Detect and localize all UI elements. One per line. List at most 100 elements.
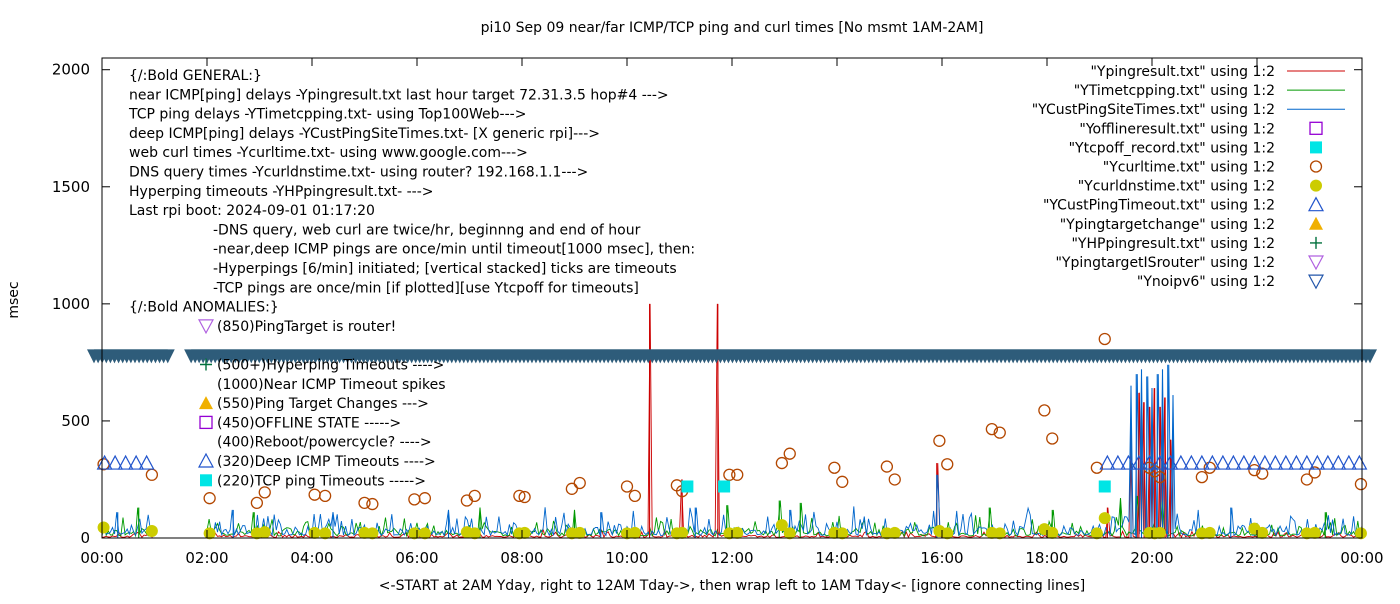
ytcpoff-record-txt-point-2 (1098, 480, 1111, 493)
x-tick-label-2: 04:00 (290, 549, 333, 567)
legend-label-0: "Ypingresult.txt" using 1:2 (1090, 64, 1275, 80)
ycurldnstime-txt-point-1 (145, 524, 158, 537)
y-tick-label-4: 2000 (52, 61, 90, 79)
anomaly-marker-6 (197, 452, 215, 468)
ynoipv6-marker-run-1 (184, 349, 1377, 364)
ycurltime-txt-point-4 (258, 486, 271, 499)
ycustpingtimeout-txt-point-0 (96, 454, 113, 470)
note-line-3: -TCP pings are once/min [if plotted][use… (213, 280, 639, 296)
ycurltime-txt-point-40 (1195, 470, 1209, 484)
ycustpingtimeout-txt-point-15 (1204, 454, 1221, 470)
ycurldnstime-txt-point-45 (1308, 526, 1321, 539)
ycurldnstime-txt-point-23 (775, 519, 788, 532)
ycurltime-txt-point-11 (460, 494, 474, 507)
x-tick-label-10: 20:00 (1130, 549, 1173, 567)
ycurldnstime-txt-point-18 (628, 526, 641, 539)
ycurldnstime-txt-point-26 (836, 527, 849, 540)
ycustpingtimeout-txt-point-1 (107, 454, 124, 470)
ycustpingtimeout-txt-point-3 (128, 454, 145, 470)
ycurldnstime-txt-point-12 (468, 527, 481, 540)
legend-label-7: "YCustPingTimeout.txt" using 1:2 (1043, 198, 1275, 214)
chart-title: pi10 Sep 09 near/far ICMP/TCP ping and c… (481, 20, 984, 36)
ycurltime-txt-point-35 (1090, 461, 1104, 474)
ycurldnstime-txt-point-35 (1090, 527, 1103, 540)
ycustpingtimeout-txt-point-14 (1193, 454, 1210, 470)
ycurltime-txt-point-31 (985, 422, 999, 436)
info-text-block: {/:Bold GENERAL:} near ICMP[ping] delays … (128, 68, 695, 296)
legend-label-8: "Ypingtargetchange" using 1:2 (1060, 217, 1275, 233)
ytcpoff-record-txt-point-1 (718, 480, 731, 493)
x-tick-label-9: 18:00 (1025, 549, 1068, 567)
ycurldnstime-txt-point-30 (941, 527, 954, 540)
ycurltime-txt-point-43 (1256, 467, 1269, 480)
ycustpingtimeout-txt-point-24 (1298, 454, 1315, 470)
ycustpingtimeout-txt-point-6 (1109, 454, 1126, 470)
ycurltime-txt-point-3 (250, 496, 264, 510)
ycurldnstime-txt-point-39 (1153, 526, 1166, 539)
ycustpingtimeout-txt-point-18 (1235, 454, 1252, 470)
ycurltime-txt-point-44 (1300, 473, 1314, 486)
ycurldnstime-txt-point-20 (676, 526, 689, 539)
ycurldnstime-txt-point-46 (1354, 527, 1367, 540)
x-tick-label-6: 12:00 (710, 549, 753, 567)
legend-label-9: "YHPpingresult.txt" using 1:2 (1071, 236, 1275, 252)
legend-label-5: "Ycurltime.txt" using 1:2 (1103, 160, 1275, 176)
ycustpingtimeout-txt-point-21 (1267, 454, 1284, 470)
ycurldnstime-txt-point-0 (97, 521, 110, 534)
ycurltime-txt-point-29 (933, 434, 946, 447)
anomalies-title: {/:Bold ANOMALIES:} (129, 300, 279, 316)
ycurltime-txt-point-23 (775, 456, 789, 470)
ycurltime-txt-point-18 (628, 489, 642, 503)
y-tick-label-2: 1000 (52, 295, 90, 313)
ycurltime-txt-point-5 (308, 488, 321, 501)
ycurldnstime-txt-point-14 (518, 526, 531, 539)
ycurltime-txt-point-10 (418, 492, 432, 505)
ycurltime-txt-point-46 (1354, 477, 1368, 491)
ycustpingtimeout-txt-point-10 (1151, 454, 1168, 470)
anomaly-line-0: (850)PingTarget is router! (217, 319, 396, 335)
ycustpingtimeout-txt-point-11 (1162, 454, 1179, 470)
x-tick-label-4: 08:00 (500, 549, 543, 567)
ycustpingtimeout-txt-point-17 (1225, 454, 1242, 470)
ycurldnstime-txt-point-24 (783, 527, 796, 540)
info-line-4: web curl times -Ycurltime.txt- using www… (129, 145, 528, 161)
anomaly-line-7: (220)TCP ping Timeouts -----> (217, 473, 426, 489)
legend-label-6: "Ycurldnstime.txt" using 1:2 (1078, 179, 1275, 195)
ycurldnstime-txt-point-6 (319, 527, 332, 540)
note-line-0: -DNS query, web curl are twice/hr, begin… (213, 222, 641, 238)
legend-marker-7 (1307, 196, 1325, 212)
legend-label-4: "Ytcpoff_record.txt" using 1:2 (1069, 140, 1275, 156)
y-tick-label-3: 1500 (52, 178, 90, 196)
ycurltime-txt-point-9 (408, 493, 421, 506)
legend-marker-5 (1309, 160, 1323, 173)
y-tick-label-1: 500 (61, 412, 90, 430)
ycurltime-txt-point-15 (565, 482, 579, 495)
ycurltime-txt-point-32 (993, 426, 1006, 439)
ycurldnstime-txt-point-43 (1256, 526, 1269, 539)
anomaly-marker-0 (197, 319, 215, 335)
ycurltime-txt-point-21 (723, 468, 736, 481)
ycurldnstime-txt-point-8 (366, 527, 379, 540)
x-tick-label-0: 00:00 (80, 549, 123, 567)
ycurltime-txt-point-33 (1038, 404, 1051, 417)
ycustpingtimeout-txt-point-28 (1340, 454, 1357, 470)
legend-label-1: "YTimetcpping.txt" using 1:2 (1074, 83, 1275, 99)
x-tick-label-12: 00:00 (1340, 549, 1383, 567)
anomaly-marker-3 (199, 396, 213, 410)
info-line-5: DNS query times -Ycurldnstime.txt- using… (129, 165, 588, 181)
ycustpingtimeout-txt-point-5 (1099, 454, 1116, 470)
anomaly-marker-4 (199, 415, 213, 430)
ycurltime-txt-point-12 (468, 489, 481, 503)
ycurldnstime-txt-point-36 (1098, 512, 1111, 525)
x-tick-label-1: 02:00 (185, 549, 228, 567)
info-line-2: TCP ping delays -YTimetcpping.txt- using… (128, 107, 526, 123)
ycurltime-txt-point-42 (1248, 463, 1261, 477)
anomaly-line-3: (550)Ping Target Changes ---> (217, 396, 429, 412)
ycurldnstime-txt-point-5 (308, 526, 321, 539)
anomaly-marker-1 (200, 358, 212, 371)
ycustpingtimeout-txt-point-7 (1120, 454, 1137, 470)
ycustpingtimeout-txt-point-29 (1351, 454, 1368, 470)
ycustpingtimeout-txt-point-8 (1130, 454, 1147, 470)
ycurltime-txt-point-24 (783, 447, 796, 460)
ycurldnstime-txt-point-34 (1046, 526, 1059, 539)
